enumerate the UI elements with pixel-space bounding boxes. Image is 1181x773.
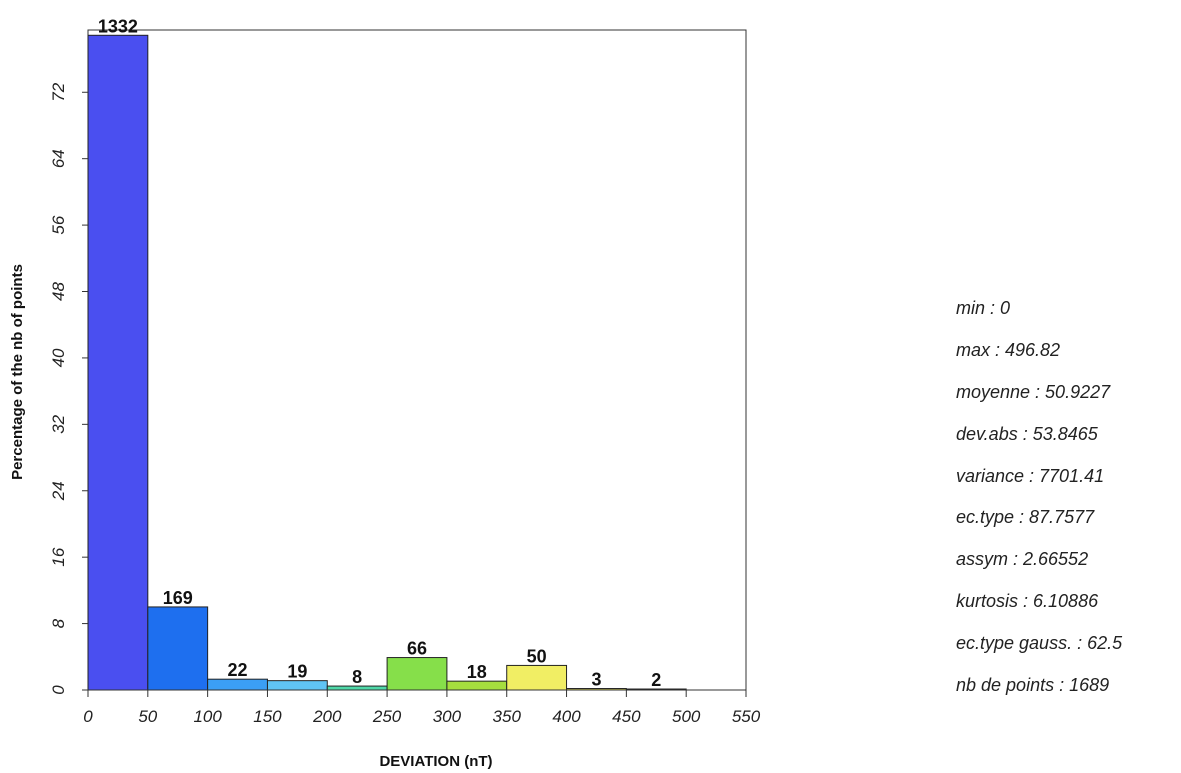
y-tick-label: 72 [49,82,68,101]
stat-item: ec.type gauss. : 62.5 [956,633,1123,654]
y-tick-label: 56 [49,215,68,234]
x-tick-label: 300 [433,707,462,726]
x-tick-label: 100 [193,707,222,726]
bar-count-label: 18 [467,662,487,682]
bar-count-label: 66 [407,639,427,659]
bar-count-label: 8 [352,667,362,687]
y-tick-label: 40 [49,348,68,367]
x-tick-label: 250 [372,707,402,726]
y-tick-label: 32 [49,414,68,433]
histogram-bar [506,664,568,691]
x-tick-label: 550 [732,707,761,726]
histogram-bar [446,680,508,691]
stat-item: max : 496.82 [956,339,1061,360]
x-tick-label: 150 [253,707,282,726]
x-tick-label: 450 [612,707,641,726]
y-tick-label: 16 [49,547,68,566]
x-tick-label: 0 [83,707,93,726]
stat-item: assym : 2.66552 [956,549,1089,570]
stat-item: min : 0 [956,298,1011,318]
x-axis: 0 50 100 150 200 250 300 350 400 450 500 550 [83,689,761,726]
histogram-bar [207,678,268,691]
x-tick-label: 50 [138,707,157,726]
y-axis: 0 8 16 24 32 40 48 56 64 72 [49,82,88,695]
stat-item: dev.abs : 53.8465 [956,423,1098,444]
bar-count-label: 2 [651,670,661,690]
bar-labels-group: 1332 169 22 19 8 66 18 50 3 2 [98,16,661,690]
stat-item: ec.type : 87.7577 [956,507,1095,528]
bar-count-label: 169 [163,588,193,608]
bar-count-label: 3 [591,670,601,690]
stat-item: nb de points : 1689 [956,675,1110,696]
x-tick-label: 400 [552,707,581,726]
x-axis-label: DEVIATION (nT) [379,753,492,770]
histogram-bar [266,680,328,691]
y-tick-label: 0 [49,685,68,695]
y-tick-label: 64 [49,149,68,168]
histogram-bar [147,606,209,691]
statistics-panel: min : 0 max : 496.82 moyenne : 50.9227 dev.… [956,288,1122,707]
y-tick-label: 24 [49,481,68,501]
bar-count-label: 22 [228,660,248,680]
stat-item: variance : 7701.41 [956,465,1105,486]
stat-item: kurtosis : 6.10886 [956,591,1099,612]
bar-count-label: 19 [287,662,307,682]
stat-item: moyenne : 50.9227 [956,381,1111,402]
y-tick-label: 8 [49,618,68,628]
bar-count-label: 1332 [98,16,138,36]
histogram-bar [87,34,149,691]
x-tick-label: 200 [312,707,342,726]
bars-group [87,34,687,691]
histogram-bar [386,657,448,691]
x-tick-label: 350 [493,707,522,726]
y-tick-label: 48 [49,282,68,301]
bar-count-label: 50 [527,646,547,666]
x-tick-label: 500 [672,707,701,726]
y-axis-label: Percentage of the nb of points [9,264,26,480]
